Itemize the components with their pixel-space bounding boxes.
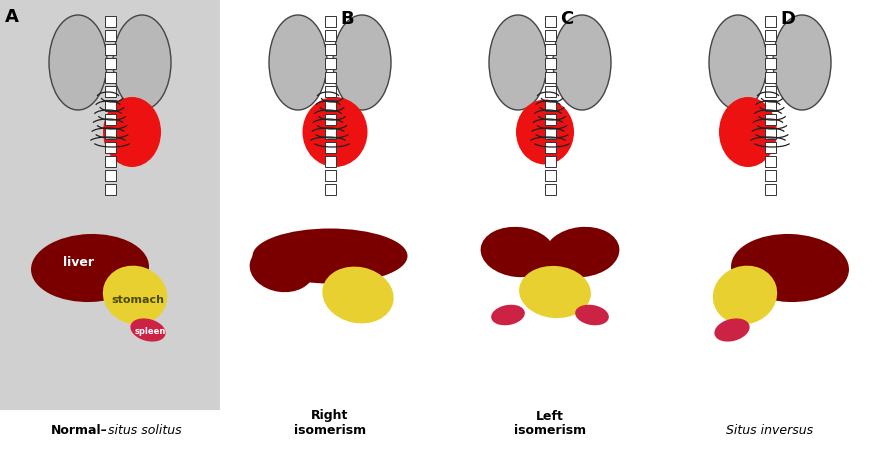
FancyBboxPatch shape bbox=[325, 127, 336, 139]
Text: situs solitus: situs solitus bbox=[108, 423, 182, 436]
Text: Left: Left bbox=[536, 410, 564, 423]
FancyBboxPatch shape bbox=[545, 127, 555, 139]
FancyBboxPatch shape bbox=[104, 15, 116, 27]
Bar bbox=[0, 0, 220, 410]
Text: isomerism: isomerism bbox=[294, 423, 366, 436]
Ellipse shape bbox=[553, 15, 611, 110]
FancyBboxPatch shape bbox=[325, 15, 336, 27]
FancyBboxPatch shape bbox=[104, 141, 116, 153]
Ellipse shape bbox=[519, 266, 591, 318]
Ellipse shape bbox=[113, 15, 171, 110]
FancyBboxPatch shape bbox=[545, 170, 555, 181]
Ellipse shape bbox=[545, 227, 619, 277]
Ellipse shape bbox=[31, 234, 149, 302]
FancyBboxPatch shape bbox=[545, 58, 555, 69]
Ellipse shape bbox=[715, 319, 749, 342]
FancyBboxPatch shape bbox=[545, 86, 555, 97]
Ellipse shape bbox=[489, 15, 547, 110]
FancyBboxPatch shape bbox=[765, 141, 775, 153]
FancyBboxPatch shape bbox=[325, 113, 336, 125]
Ellipse shape bbox=[103, 266, 167, 324]
FancyBboxPatch shape bbox=[545, 72, 555, 83]
Text: liver: liver bbox=[62, 256, 93, 269]
FancyBboxPatch shape bbox=[104, 30, 116, 41]
FancyBboxPatch shape bbox=[325, 99, 336, 111]
FancyBboxPatch shape bbox=[765, 99, 775, 111]
Text: Situs inversus: Situs inversus bbox=[726, 423, 813, 436]
FancyBboxPatch shape bbox=[325, 170, 336, 181]
FancyBboxPatch shape bbox=[325, 156, 336, 167]
Ellipse shape bbox=[333, 15, 391, 110]
Ellipse shape bbox=[773, 15, 831, 110]
Text: Normal–: Normal– bbox=[52, 423, 108, 436]
FancyBboxPatch shape bbox=[104, 184, 116, 195]
FancyBboxPatch shape bbox=[325, 72, 336, 83]
Ellipse shape bbox=[731, 234, 849, 302]
FancyBboxPatch shape bbox=[765, 58, 775, 69]
Ellipse shape bbox=[481, 227, 555, 277]
FancyBboxPatch shape bbox=[545, 44, 555, 55]
Text: isomerism: isomerism bbox=[514, 423, 586, 436]
FancyBboxPatch shape bbox=[325, 30, 336, 41]
Text: C: C bbox=[560, 10, 573, 28]
FancyBboxPatch shape bbox=[765, 86, 775, 97]
FancyBboxPatch shape bbox=[545, 15, 555, 27]
FancyBboxPatch shape bbox=[545, 184, 555, 195]
Text: stomach: stomach bbox=[111, 295, 165, 305]
Ellipse shape bbox=[103, 97, 161, 167]
FancyBboxPatch shape bbox=[104, 113, 116, 125]
Ellipse shape bbox=[713, 266, 777, 324]
FancyBboxPatch shape bbox=[104, 72, 116, 83]
Text: B: B bbox=[340, 10, 353, 28]
Ellipse shape bbox=[709, 15, 767, 110]
Ellipse shape bbox=[719, 97, 777, 167]
FancyBboxPatch shape bbox=[545, 156, 555, 167]
FancyBboxPatch shape bbox=[104, 127, 116, 139]
FancyBboxPatch shape bbox=[325, 184, 336, 195]
Ellipse shape bbox=[516, 99, 574, 165]
FancyBboxPatch shape bbox=[765, 127, 775, 139]
Ellipse shape bbox=[322, 266, 393, 324]
FancyBboxPatch shape bbox=[545, 141, 555, 153]
Text: spleen: spleen bbox=[134, 328, 166, 337]
FancyBboxPatch shape bbox=[104, 170, 116, 181]
FancyBboxPatch shape bbox=[765, 30, 775, 41]
FancyBboxPatch shape bbox=[325, 141, 336, 153]
Text: D: D bbox=[780, 10, 795, 28]
FancyBboxPatch shape bbox=[545, 99, 555, 111]
Ellipse shape bbox=[303, 97, 368, 167]
FancyBboxPatch shape bbox=[545, 30, 555, 41]
FancyBboxPatch shape bbox=[104, 58, 116, 69]
Ellipse shape bbox=[491, 305, 525, 325]
Ellipse shape bbox=[253, 229, 408, 284]
FancyBboxPatch shape bbox=[325, 58, 336, 69]
Text: A: A bbox=[5, 8, 19, 26]
Text: Right: Right bbox=[312, 410, 349, 423]
FancyBboxPatch shape bbox=[765, 15, 775, 27]
FancyBboxPatch shape bbox=[104, 156, 116, 167]
Ellipse shape bbox=[575, 305, 609, 325]
FancyBboxPatch shape bbox=[765, 156, 775, 167]
FancyBboxPatch shape bbox=[765, 113, 775, 125]
FancyBboxPatch shape bbox=[765, 184, 775, 195]
FancyBboxPatch shape bbox=[104, 99, 116, 111]
FancyBboxPatch shape bbox=[765, 72, 775, 83]
FancyBboxPatch shape bbox=[104, 86, 116, 97]
FancyBboxPatch shape bbox=[104, 44, 116, 55]
FancyBboxPatch shape bbox=[325, 44, 336, 55]
Ellipse shape bbox=[49, 15, 107, 110]
FancyBboxPatch shape bbox=[765, 44, 775, 55]
FancyBboxPatch shape bbox=[765, 170, 775, 181]
FancyBboxPatch shape bbox=[325, 86, 336, 97]
Ellipse shape bbox=[130, 319, 166, 342]
Ellipse shape bbox=[249, 244, 314, 292]
Ellipse shape bbox=[269, 15, 327, 110]
FancyBboxPatch shape bbox=[545, 113, 555, 125]
